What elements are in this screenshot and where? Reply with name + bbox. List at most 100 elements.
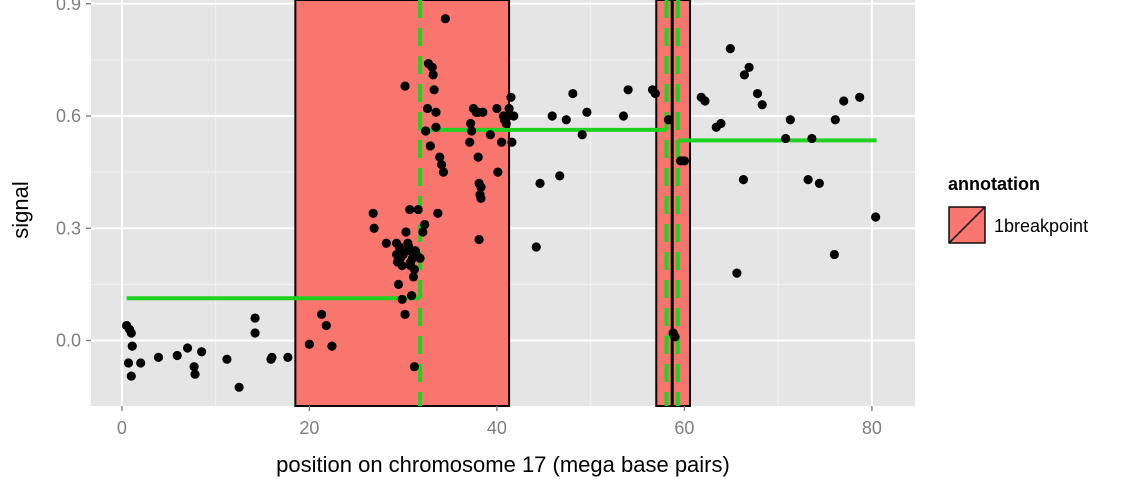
data-point bbox=[700, 96, 710, 106]
data-point bbox=[466, 126, 477, 136]
x-tick-label: 40 bbox=[487, 418, 507, 438]
data-point bbox=[409, 264, 420, 275]
data-point bbox=[190, 369, 200, 379]
data-point bbox=[507, 137, 517, 147]
data-point bbox=[501, 118, 511, 129]
y-tick-label: 0.3 bbox=[56, 218, 81, 238]
legend: annotation 1breakpoint bbox=[948, 174, 1088, 244]
data-point bbox=[485, 130, 495, 140]
data-point bbox=[222, 354, 232, 364]
data-point bbox=[393, 279, 404, 289]
y-tick-label: 0.0 bbox=[56, 331, 81, 351]
data-point bbox=[127, 341, 137, 351]
data-point bbox=[807, 133, 817, 144]
data-point bbox=[136, 358, 146, 368]
data-point bbox=[408, 272, 419, 282]
data-point bbox=[577, 130, 587, 140]
data-point bbox=[153, 352, 164, 362]
y-axis-ticks: 0.0 0.3 0.6 0.9 bbox=[56, 0, 91, 351]
data-point bbox=[397, 294, 407, 304]
data-point bbox=[418, 227, 428, 237]
data-point bbox=[431, 107, 441, 117]
data-point bbox=[317, 309, 327, 319]
data-point bbox=[547, 111, 557, 121]
data-point bbox=[321, 320, 331, 331]
data-point bbox=[716, 118, 726, 129]
data-point bbox=[478, 107, 488, 117]
data-point bbox=[744, 62, 754, 72]
legend-key-slash bbox=[949, 207, 985, 243]
data-point bbox=[725, 44, 735, 54]
y-axis-title: signal bbox=[8, 181, 33, 238]
data-point bbox=[663, 115, 674, 125]
data-point bbox=[738, 175, 749, 185]
data-point bbox=[436, 160, 447, 170]
data-point bbox=[531, 242, 541, 252]
data-point bbox=[427, 62, 437, 72]
data-points bbox=[122, 14, 881, 392]
data-point bbox=[466, 118, 476, 129]
data-point bbox=[830, 115, 840, 125]
annotation-rects bbox=[294, 0, 692, 407]
data-point bbox=[407, 291, 417, 301]
data-point bbox=[401, 227, 411, 237]
data-point bbox=[785, 115, 795, 125]
data-point bbox=[428, 70, 438, 80]
data-point bbox=[438, 167, 449, 177]
data-point bbox=[189, 362, 199, 372]
data-point bbox=[473, 152, 483, 162]
data-point bbox=[381, 238, 391, 248]
data-point bbox=[504, 103, 514, 114]
x-tick-label: 80 bbox=[862, 418, 882, 438]
data-point bbox=[197, 347, 207, 357]
data-point bbox=[172, 350, 182, 361]
data-point bbox=[739, 70, 749, 80]
data-point bbox=[839, 96, 849, 106]
y-tick-label: 0.6 bbox=[56, 106, 81, 126]
data-point bbox=[465, 137, 475, 147]
data-point bbox=[568, 88, 578, 99]
data-point bbox=[650, 88, 660, 99]
data-point bbox=[670, 332, 680, 342]
data-point bbox=[433, 208, 443, 218]
data-point bbox=[250, 313, 260, 323]
data-point bbox=[814, 178, 824, 188]
data-point bbox=[425, 141, 435, 151]
data-point bbox=[679, 156, 689, 166]
data-point bbox=[752, 88, 763, 99]
data-point bbox=[871, 212, 881, 222]
legend-key bbox=[948, 206, 986, 244]
data-point bbox=[506, 92, 516, 102]
data-point bbox=[304, 339, 315, 349]
data-point bbox=[492, 103, 502, 114]
data-point bbox=[757, 100, 767, 110]
data-point bbox=[440, 14, 450, 24]
data-point bbox=[803, 175, 813, 185]
data-point bbox=[476, 182, 486, 192]
data-point bbox=[623, 85, 633, 95]
data-point bbox=[618, 111, 629, 121]
data-point bbox=[493, 167, 503, 177]
data-point bbox=[327, 341, 337, 351]
data-point bbox=[400, 309, 410, 319]
data-point bbox=[582, 107, 592, 117]
data-point bbox=[421, 126, 431, 136]
legend-label: 1breakpoint bbox=[994, 216, 1088, 236]
data-point bbox=[420, 219, 430, 230]
data-point bbox=[496, 137, 507, 147]
x-tick-label: 20 bbox=[299, 418, 319, 438]
y-tick-label: 0.9 bbox=[56, 0, 81, 14]
data-point bbox=[405, 204, 415, 215]
data-point bbox=[422, 103, 433, 114]
data-point bbox=[555, 171, 565, 181]
data-point bbox=[182, 343, 193, 353]
data-point bbox=[400, 81, 410, 91]
data-point bbox=[429, 85, 439, 95]
data-point bbox=[476, 193, 486, 203]
x-axis-ticks: 0 20 40 60 80 bbox=[117, 406, 882, 438]
data-point bbox=[415, 253, 425, 263]
data-point bbox=[829, 249, 839, 260]
data-point bbox=[126, 328, 136, 338]
data-point bbox=[781, 133, 791, 144]
